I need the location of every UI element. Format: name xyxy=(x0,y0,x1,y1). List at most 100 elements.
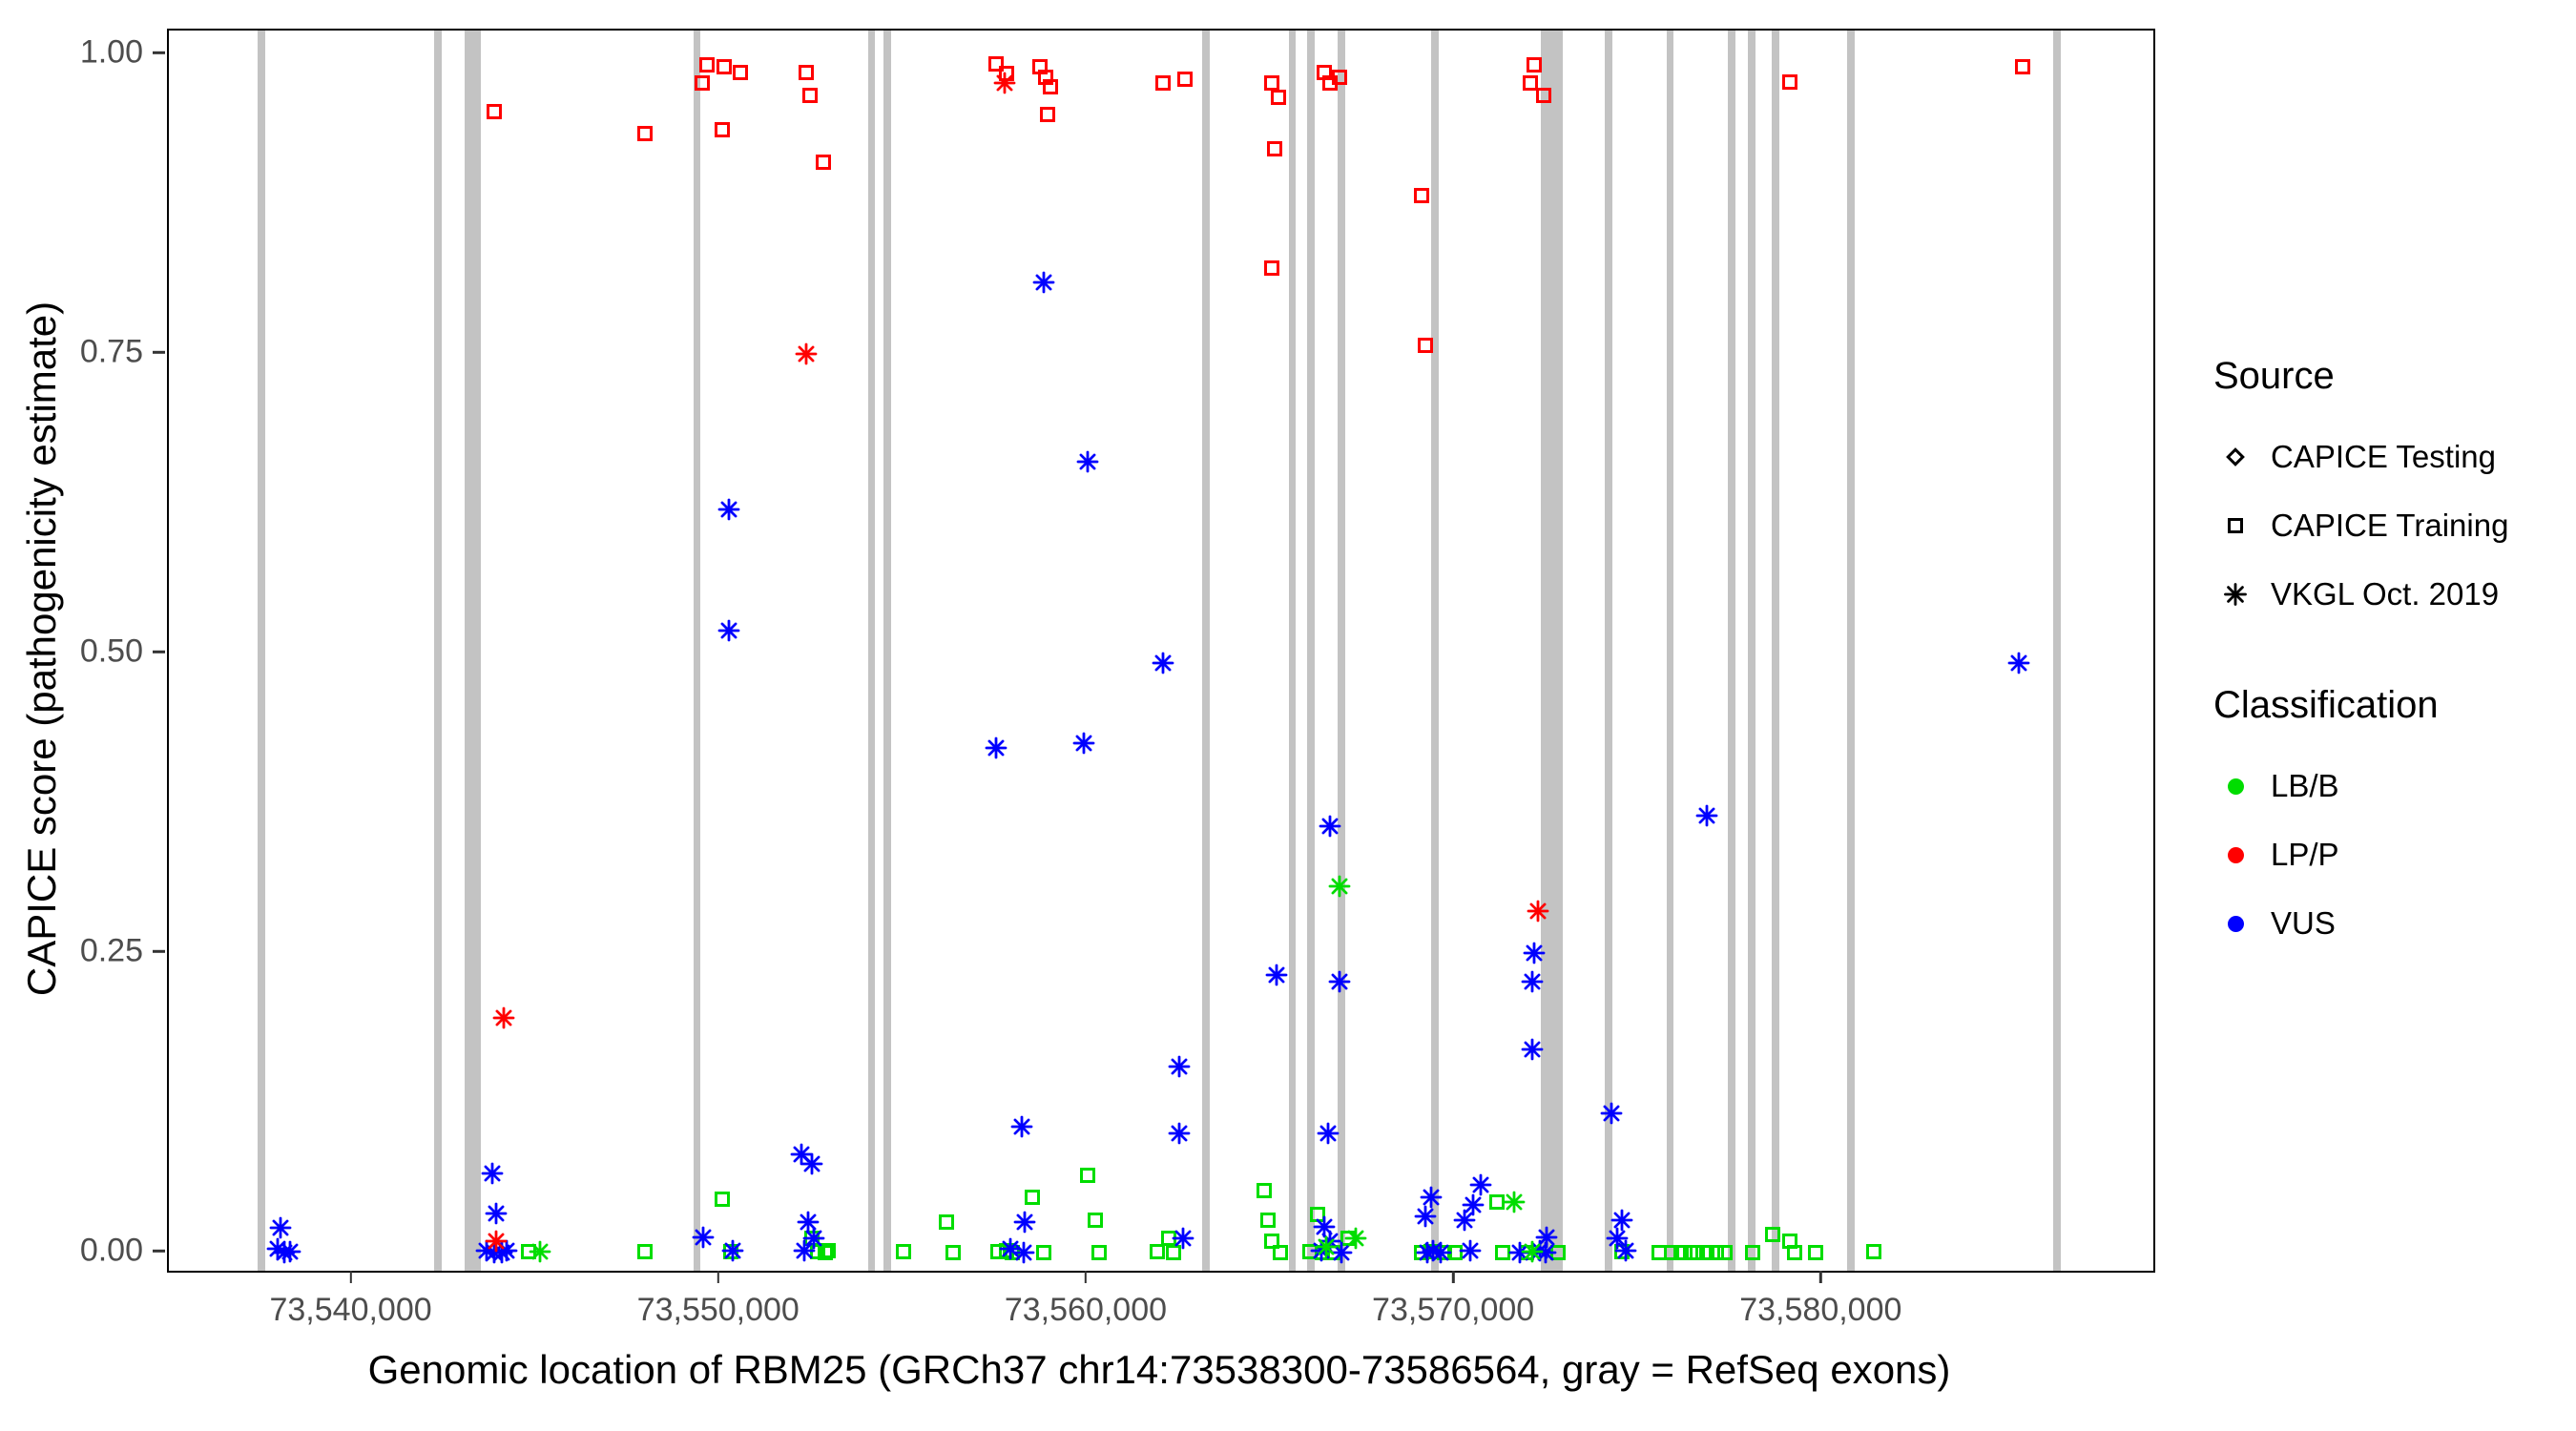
square-icon xyxy=(2213,518,2257,533)
x-axis-title: Genomic location of RBM25 (GRCh37 chr14:… xyxy=(367,1347,1951,1392)
data-point xyxy=(1526,57,1542,73)
data-point xyxy=(492,1006,514,1029)
refseq-exon-bar xyxy=(1666,31,1674,1271)
data-point xyxy=(1523,75,1539,92)
data-point xyxy=(718,499,740,521)
data-point xyxy=(636,126,653,142)
color-dot-icon xyxy=(2213,778,2257,795)
data-point xyxy=(1154,75,1171,92)
data-point xyxy=(989,1243,1006,1259)
legend-item-vus: VUS xyxy=(2213,889,2566,958)
data-point xyxy=(800,1152,823,1175)
refseq-exon-bar xyxy=(693,31,701,1271)
data-point xyxy=(1469,1173,1492,1195)
data-point xyxy=(1265,964,1288,986)
color-dot-icon xyxy=(2213,846,2257,863)
data-point xyxy=(1429,1241,1452,1264)
data-point xyxy=(1315,1235,1338,1258)
legend-source-items: CAPICE Testing CAPICE Training VKGL Oct. 2… xyxy=(2213,423,2566,629)
data-point xyxy=(1267,141,1283,157)
data-point xyxy=(1025,1190,1041,1206)
data-point xyxy=(1611,1209,1633,1232)
data-point xyxy=(1866,1243,1882,1259)
data-point xyxy=(802,1227,825,1250)
legend-classification-items: LB/B LP/P VUS xyxy=(2213,752,2566,958)
data-point xyxy=(802,87,819,103)
data-point xyxy=(1091,1245,1107,1261)
data-point xyxy=(985,736,1008,759)
legend-source-title: Source xyxy=(2213,355,2335,397)
x-tick-mark xyxy=(717,1271,719,1283)
data-point xyxy=(1463,1193,1485,1216)
data-point xyxy=(1414,188,1430,204)
data-point xyxy=(993,72,1016,94)
data-point xyxy=(279,1240,301,1263)
data-point xyxy=(486,104,502,120)
data-point xyxy=(1150,1243,1166,1259)
data-point xyxy=(485,1230,508,1252)
data-point xyxy=(1807,1245,1823,1261)
data-point xyxy=(495,1239,518,1262)
legend-group-source: Source CAPICE Testing CAPICE Training VKGL… xyxy=(2213,355,2566,629)
refseq-exon-bar xyxy=(1288,31,1297,1271)
data-point xyxy=(529,1240,551,1263)
data-point xyxy=(1521,1038,1544,1061)
data-point xyxy=(1256,1182,1272,1198)
data-point xyxy=(799,64,815,80)
refseq-exon-bar xyxy=(867,31,876,1271)
y-tick-label: 0.25 xyxy=(79,932,143,969)
data-point xyxy=(2008,652,2030,674)
data-point xyxy=(938,1213,954,1230)
exon-bars-layer xyxy=(169,31,2153,1271)
data-point xyxy=(1263,1233,1279,1249)
data-point xyxy=(1606,1227,1629,1250)
legend-group-classification: Classification LB/B LP/P VUS xyxy=(2213,684,2566,958)
x-tick-label: 73,540,000 xyxy=(269,1292,432,1328)
refseq-exon-bar xyxy=(1772,31,1779,1271)
refseq-exon-bar xyxy=(883,31,892,1271)
refseq-exon-bar xyxy=(1306,31,1315,1271)
data-point xyxy=(1787,1245,1803,1261)
x-tick-label: 73,550,000 xyxy=(636,1292,800,1328)
data-point xyxy=(797,1211,820,1233)
legend-item-label: LB/B xyxy=(2271,768,2339,803)
data-point xyxy=(793,1239,816,1262)
legend-item-lb-b: LB/B xyxy=(2213,752,2566,820)
y-tick-mark xyxy=(153,949,165,953)
data-point xyxy=(815,155,831,171)
data-point xyxy=(1673,1245,1690,1261)
refseq-exon-bar xyxy=(1604,31,1612,1271)
data-point xyxy=(1271,90,1287,106)
data-point xyxy=(1076,450,1099,473)
refseq-exon-bar xyxy=(1337,31,1345,1271)
data-point xyxy=(896,1243,912,1259)
x-tick-mark xyxy=(349,1271,352,1283)
data-point xyxy=(693,1226,715,1249)
y-tick-label: 0.75 xyxy=(79,333,143,370)
data-point xyxy=(1322,75,1339,92)
data-point xyxy=(1166,1245,1182,1261)
legend-item-label: VUS xyxy=(2271,905,2336,941)
data-point xyxy=(714,1191,730,1207)
data-point xyxy=(1521,1240,1544,1263)
legend-classification-title: Classification xyxy=(2213,684,2439,726)
data-point xyxy=(1699,1245,1714,1261)
data-point xyxy=(1414,1206,1437,1228)
y-tick-label: 1.00 xyxy=(79,33,143,71)
data-point xyxy=(1319,815,1341,838)
refseq-exon-bar xyxy=(258,31,265,1271)
data-point xyxy=(945,1245,962,1261)
data-point xyxy=(1614,1239,1637,1262)
data-point xyxy=(1708,1245,1724,1261)
data-point xyxy=(1328,970,1351,993)
data-point xyxy=(1535,87,1551,103)
data-point xyxy=(1453,1209,1476,1232)
refseq-exon-bar xyxy=(1847,31,1855,1271)
y-tick-label: 0.50 xyxy=(79,633,143,670)
data-point xyxy=(270,1216,292,1239)
legend-item-vkgl-oct-2019: VKGL Oct. 2019 xyxy=(2213,560,2566,629)
data-point xyxy=(721,1239,744,1262)
legend-item-capice-testing: CAPICE Testing xyxy=(2213,423,2566,491)
legend-item-lp-p: LP/P xyxy=(2213,820,2566,889)
data-point xyxy=(1344,1227,1367,1250)
